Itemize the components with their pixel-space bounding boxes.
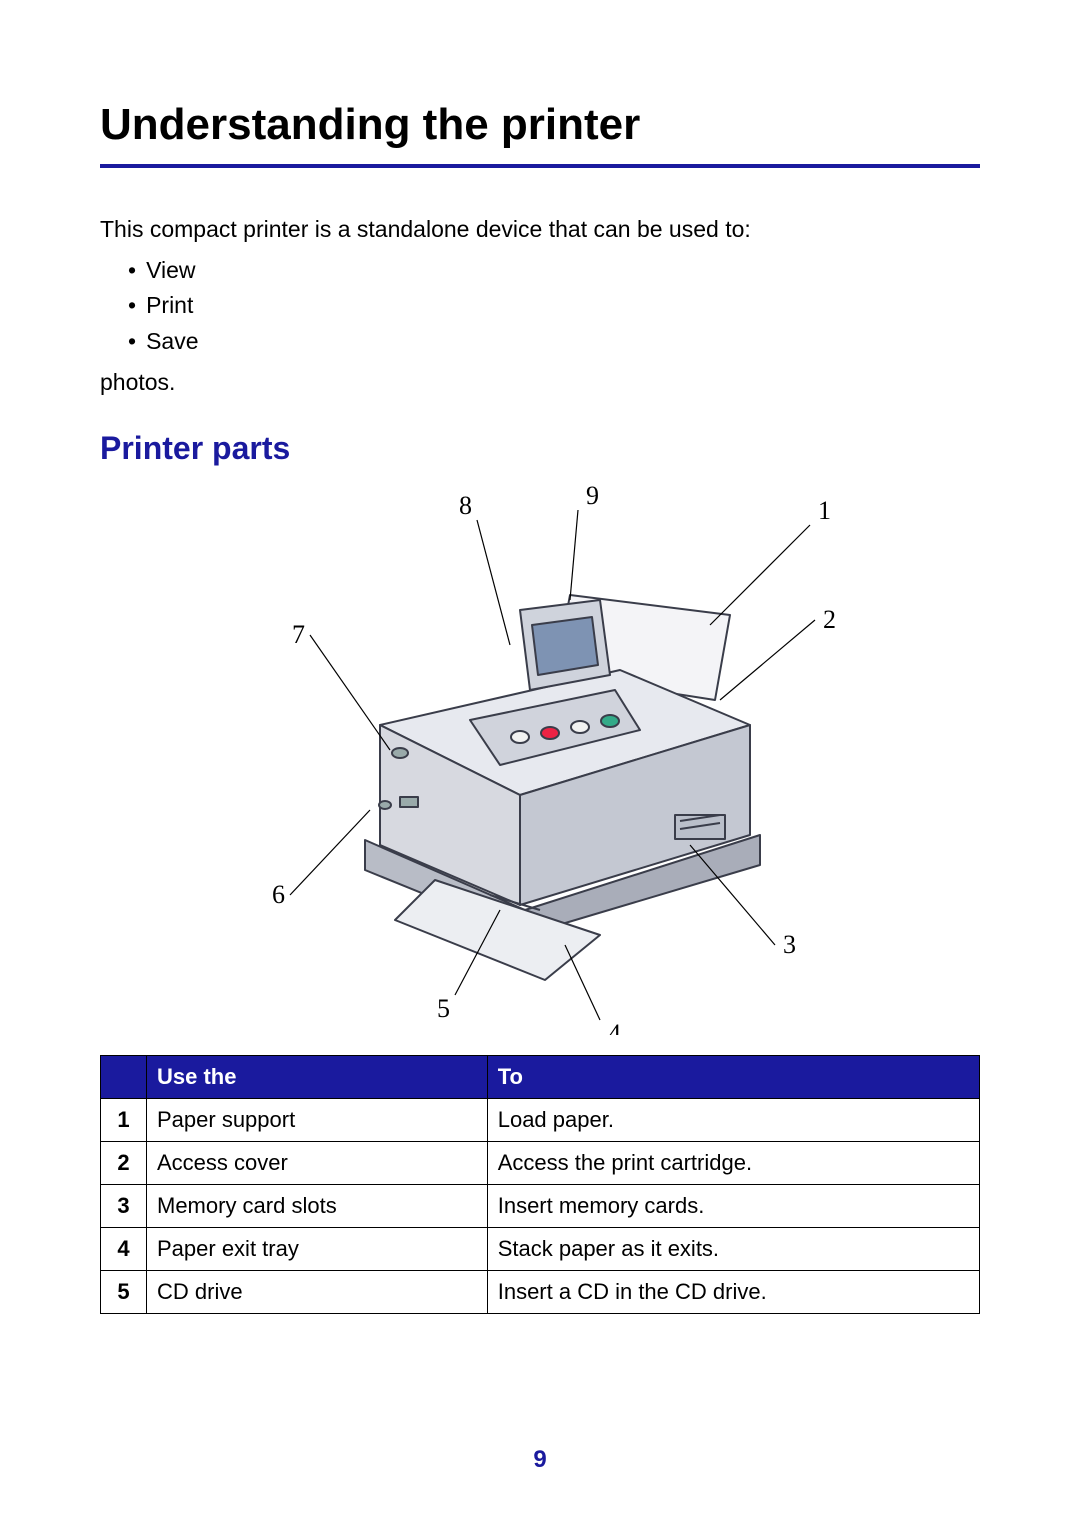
parts-row-num: 2	[101, 1142, 147, 1185]
parts-row-name: Access cover	[147, 1142, 488, 1185]
parts-row-num: 5	[101, 1271, 147, 1314]
table-header-to: To	[487, 1056, 979, 1099]
parts-row-desc: Load paper.	[487, 1099, 979, 1142]
table-row: 5CD driveInsert a CD in the CD drive.	[101, 1271, 980, 1314]
diagram-callout-label: 9	[586, 481, 599, 510]
diagram-callout-label: 8	[459, 491, 472, 520]
parts-row-name: CD drive	[147, 1271, 488, 1314]
parts-row-desc: Stack paper as it exits.	[487, 1228, 979, 1271]
printer-diagram: 1 2 3 4 5 6 7 8 9	[220, 475, 860, 1035]
diagram-callout-label: 7	[292, 620, 305, 649]
diagram-callout-label: 6	[272, 880, 285, 909]
printer-illustration	[365, 595, 760, 980]
table-header-use: Use the	[147, 1056, 488, 1099]
section-heading: Printer parts	[100, 430, 980, 467]
intro-suffix: photos.	[100, 369, 980, 396]
intro-text: This compact printer is a standalone dev…	[100, 212, 980, 247]
table-header-num	[101, 1056, 147, 1099]
table-row: 2Access coverAccess the print cartridge.	[101, 1142, 980, 1185]
page-title: Understanding the printer	[100, 100, 980, 168]
diagram-callout-label: 4	[608, 1019, 621, 1035]
parts-row-desc: Insert memory cards.	[487, 1185, 979, 1228]
intro-bullets: View Print Save	[128, 253, 980, 360]
parts-row-name: Paper support	[147, 1099, 488, 1142]
parts-row-num: 1	[101, 1099, 147, 1142]
parts-row-name: Paper exit tray	[147, 1228, 488, 1271]
diagram-callout-label: 5	[437, 994, 450, 1023]
diagram-callout-label: 1	[818, 496, 831, 525]
parts-row-num: 3	[101, 1185, 147, 1228]
bullet-item: Print	[128, 288, 980, 324]
table-row: 1Paper supportLoad paper.	[101, 1099, 980, 1142]
parts-row-num: 4	[101, 1228, 147, 1271]
parts-row-desc: Access the print cartridge.	[487, 1142, 979, 1185]
diagram-callout-label: 3	[783, 930, 796, 959]
page-number: 9	[0, 1446, 1080, 1474]
bullet-item: Save	[128, 324, 980, 360]
diagram-callout-label: 2	[823, 605, 836, 634]
table-row: 3Memory card slotsInsert memory cards.	[101, 1185, 980, 1228]
parts-table: Use the To 1Paper supportLoad paper.2Acc…	[100, 1055, 980, 1314]
parts-row-desc: Insert a CD in the CD drive.	[487, 1271, 979, 1314]
bullet-item: View	[128, 253, 980, 289]
parts-row-name: Memory card slots	[147, 1185, 488, 1228]
table-row: 4Paper exit trayStack paper as it exits.	[101, 1228, 980, 1271]
